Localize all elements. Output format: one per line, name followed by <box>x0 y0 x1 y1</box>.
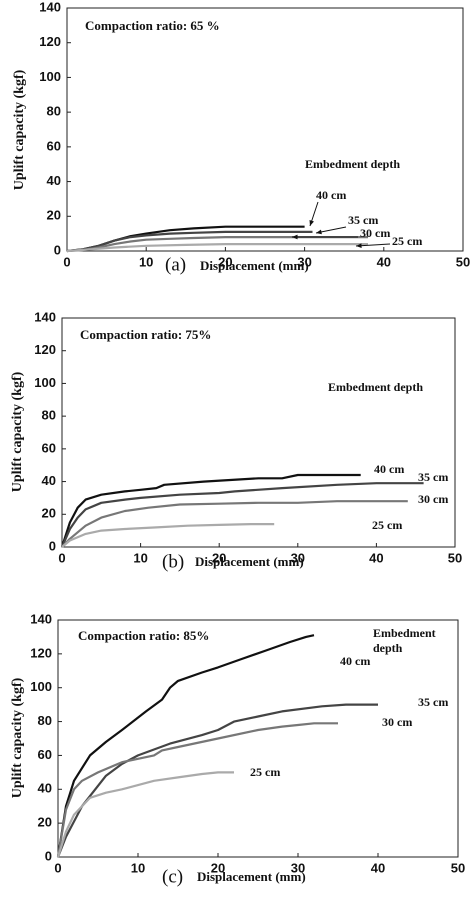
y-tick-label: 0 <box>49 538 56 553</box>
y-tick-label: 0 <box>45 848 52 863</box>
series-label: 25 cm <box>250 765 280 779</box>
x-tick-label: 30 <box>291 860 305 875</box>
arrow-head <box>309 220 314 226</box>
x-tick-label: 10 <box>133 550 147 565</box>
y-tick-label: 20 <box>38 815 52 830</box>
panel-label: (b) <box>162 551 184 572</box>
y-tick-label: 40 <box>47 173 61 188</box>
series-line <box>56 634 315 858</box>
annotation: depth <box>373 641 403 655</box>
series-label: 40 cm <box>374 462 404 476</box>
series-line <box>56 722 338 858</box>
x-tick-label: 20 <box>212 550 226 565</box>
annotation: Embedment depth <box>328 380 423 394</box>
x-tick-label: 10 <box>139 254 153 269</box>
x-tick-label: 50 <box>448 550 462 565</box>
x-tick-label: 50 <box>451 860 465 875</box>
x-tick-label: 20 <box>218 254 232 269</box>
x-tick-label: 10 <box>131 860 145 875</box>
x-tick-label: 0 <box>63 254 70 269</box>
y-tick-label: 20 <box>47 208 61 223</box>
series-line <box>66 230 313 253</box>
chart-title: Compaction ratio: 85% <box>78 628 209 643</box>
arrow-head <box>292 234 298 240</box>
y-tick-label: 40 <box>38 781 52 796</box>
plot-frame <box>61 317 456 548</box>
arrow <box>355 243 391 247</box>
y-tick-label: 80 <box>42 408 56 423</box>
y-axis-label: Uplift capacity (kgf) <box>12 69 27 190</box>
series-label: 25 cm <box>392 234 422 248</box>
x-axis-label: Displacement (mm) <box>197 869 306 884</box>
y-tick-label: 100 <box>34 375 56 390</box>
series-label: 35 cm <box>418 470 448 484</box>
series-line <box>61 523 275 548</box>
x-axis-label: Displacement (mm) <box>200 258 309 273</box>
y-tick-label: 120 <box>30 645 52 660</box>
series-label: 30 cm <box>418 492 448 506</box>
series-line <box>56 703 378 858</box>
series-label: 25 cm <box>372 518 402 532</box>
y-tick-label: 40 <box>42 473 56 488</box>
y-tick-label: 120 <box>34 342 56 357</box>
x-tick-label: 40 <box>371 860 385 875</box>
y-tick-label: 140 <box>30 611 52 626</box>
plot-frame <box>57 619 459 858</box>
y-tick-label: 60 <box>38 747 52 762</box>
y-tick-label: 80 <box>47 104 61 119</box>
y-axis-label: Uplift capacity (kgf) <box>10 677 25 798</box>
y-tick-label: 60 <box>47 138 61 153</box>
y-tick-label: 20 <box>42 506 56 521</box>
panel-label: (c) <box>162 866 183 887</box>
chart-title: Compaction ratio: 75% <box>80 327 211 342</box>
x-axis-label: Displacement (mm) <box>195 554 304 569</box>
series-line <box>60 482 424 548</box>
series-label: 30 cm <box>382 715 412 729</box>
series-line <box>60 473 361 548</box>
y-tick-label: 0 <box>54 242 61 257</box>
x-tick-label: 0 <box>58 550 65 565</box>
series-line <box>56 771 234 858</box>
series-label: 35 cm <box>418 695 448 709</box>
series-label: 35 cm <box>348 213 378 227</box>
y-tick-label: 100 <box>30 679 52 694</box>
y-tick-label: 140 <box>39 0 61 14</box>
x-tick-label: 50 <box>456 254 470 269</box>
y-tick-label: 140 <box>34 309 56 324</box>
series-label: 30 cm <box>360 226 390 240</box>
y-tick-label: 80 <box>38 713 52 728</box>
y-tick-label: 120 <box>39 34 61 49</box>
series-line <box>66 243 368 253</box>
panel-label: (a) <box>165 254 186 275</box>
y-tick-label: 100 <box>39 69 61 84</box>
x-tick-label: 40 <box>369 550 383 565</box>
series-label: 40 cm <box>340 654 370 668</box>
x-tick-label: 30 <box>297 254 311 269</box>
x-tick-label: 40 <box>377 254 391 269</box>
x-tick-label: 20 <box>211 860 225 875</box>
series-line <box>61 500 408 548</box>
annotation: Embedment depth <box>305 157 400 171</box>
chart-title: Compaction ratio: 65 % <box>85 18 220 33</box>
annotation: Embedment <box>373 626 436 640</box>
x-tick-label: 30 <box>291 550 305 565</box>
plot-frame <box>66 7 464 252</box>
arrow-head <box>356 243 362 249</box>
x-tick-label: 0 <box>54 860 61 875</box>
arrow-head <box>316 229 322 235</box>
series-label: 40 cm <box>316 188 346 202</box>
y-tick-label: 60 <box>42 440 56 455</box>
y-axis-label: Uplift capacity (kgf) <box>10 371 25 492</box>
